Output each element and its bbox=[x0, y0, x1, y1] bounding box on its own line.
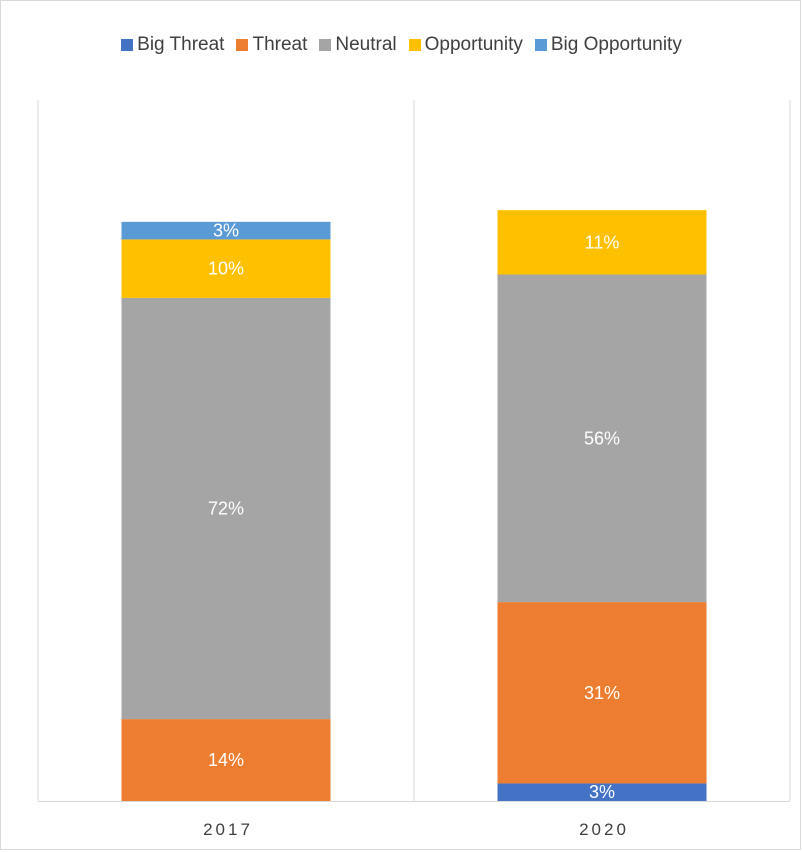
data-label: 10% bbox=[208, 259, 244, 279]
x-tick-label: 2017 bbox=[203, 820, 253, 839]
legend-swatch bbox=[319, 39, 332, 51]
legend-entry-opportunity: Opportunity bbox=[408, 34, 523, 56]
data-label: 3% bbox=[213, 221, 239, 241]
data-label: 72% bbox=[208, 499, 244, 519]
x-tick-label: 2020 bbox=[579, 820, 629, 839]
bar-segment-2017-opportunity bbox=[121, 239, 331, 298]
legend-swatch bbox=[534, 39, 547, 51]
legend-swatch bbox=[408, 39, 421, 51]
legend-label: Big Threat bbox=[137, 34, 225, 55]
legend-entry-neutral: Neutral bbox=[319, 34, 397, 56]
bar-segment-2020-neutral bbox=[497, 274, 707, 603]
legend: Big Threat Threat Neutral Opportunity Big Op… bbox=[0, 34, 803, 56]
data-label: 11% bbox=[585, 232, 620, 252]
legend-label: Big Opportunity bbox=[550, 34, 682, 55]
bar-segment-2020-big-threat bbox=[497, 783, 707, 801]
data-label: 3% bbox=[589, 782, 615, 802]
bar-segment-2017-threat bbox=[121, 719, 331, 801]
legend-swatch bbox=[121, 39, 134, 51]
data-label: 14% bbox=[208, 750, 244, 770]
legend-entry-big-opportunity: Big Opportunity bbox=[534, 34, 682, 56]
bar-segment-2017-big-opportunity bbox=[121, 221, 331, 240]
bar-segment-2020-opportunity bbox=[497, 210, 707, 275]
legend-entry-threat: Threat bbox=[236, 34, 307, 56]
data-label: 31% bbox=[584, 683, 620, 703]
legend-label: Neutral bbox=[335, 34, 397, 55]
legend-label: Opportunity bbox=[424, 34, 523, 55]
legend-label: Threat bbox=[252, 34, 308, 55]
bar-segment-2017-neutral bbox=[121, 297, 331, 720]
legend-entry-big-threat: Big Threat bbox=[121, 34, 224, 56]
bar-segment-2020-threat bbox=[497, 602, 707, 784]
legend-swatch bbox=[236, 39, 249, 51]
data-label: 56% bbox=[584, 428, 620, 448]
